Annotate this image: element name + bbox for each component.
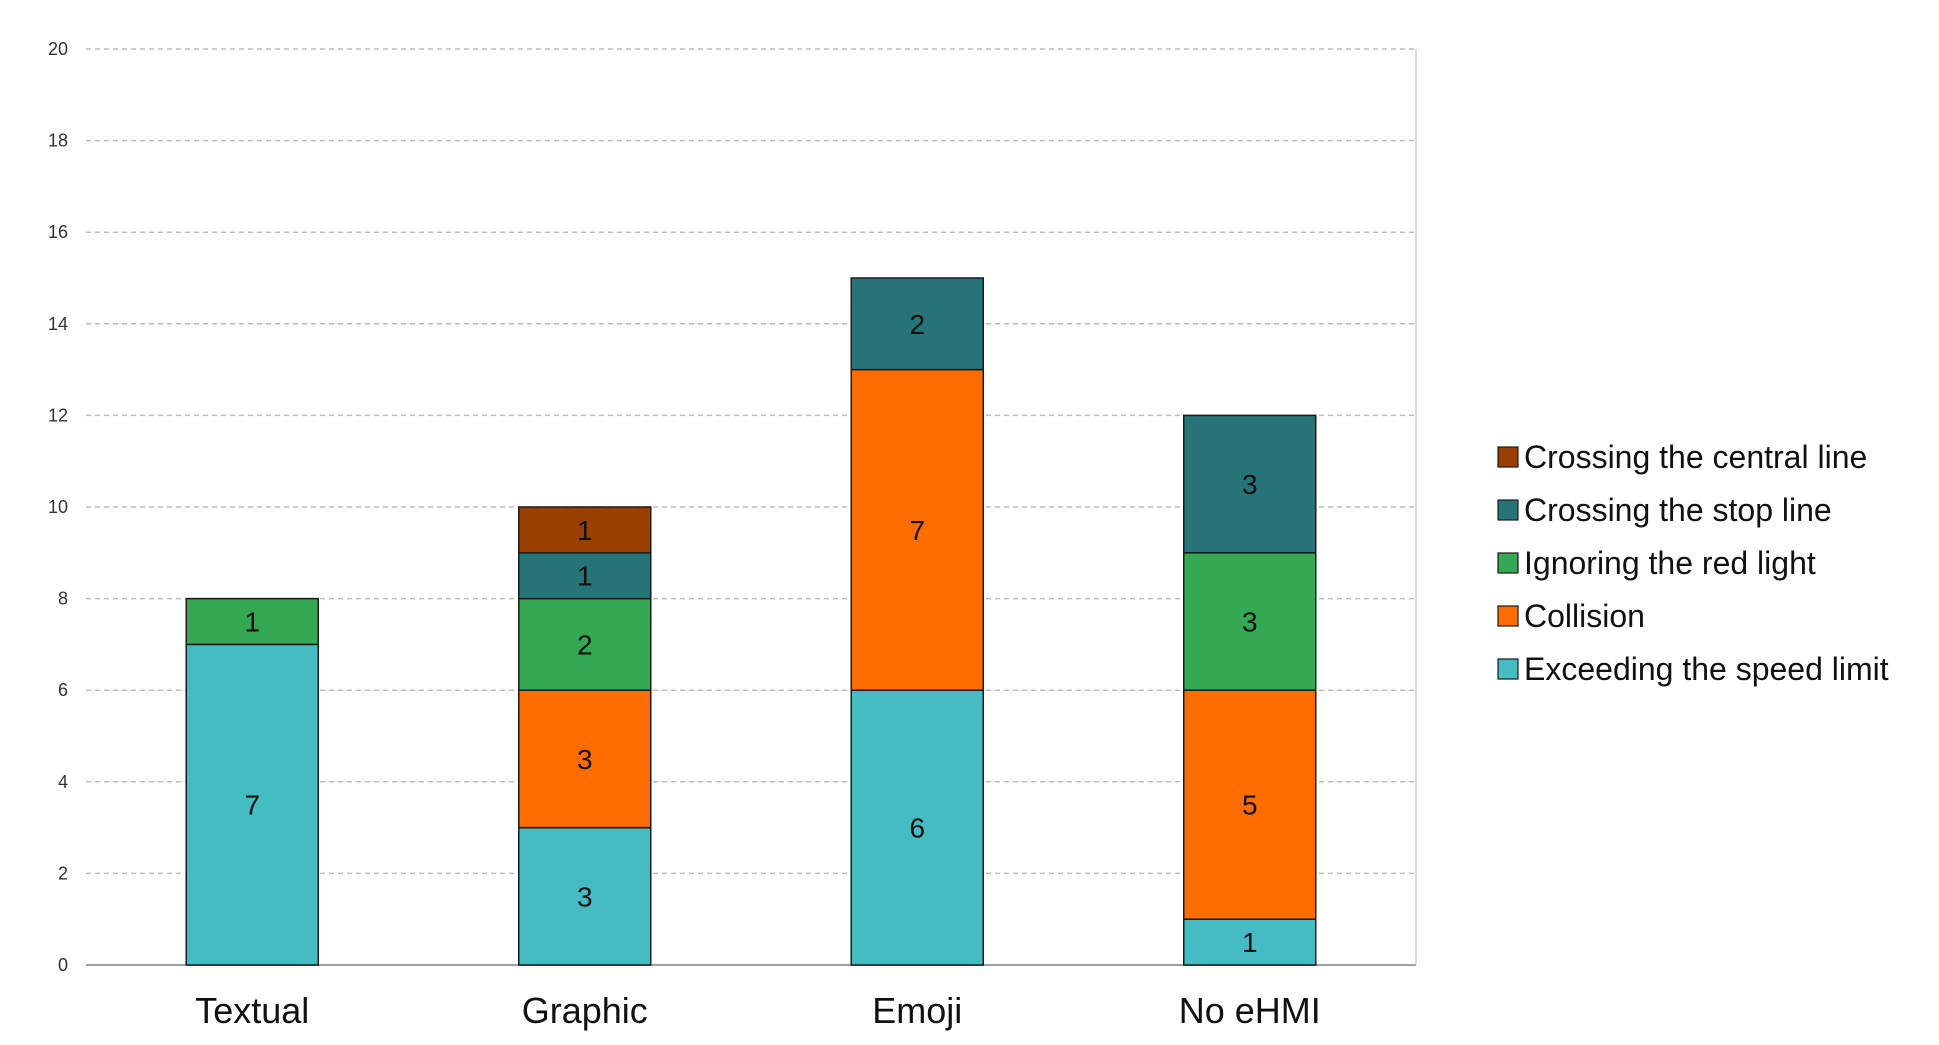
legend-swatch-crossing-the-stop-line (1497, 499, 1519, 521)
bar-segment-no-ehmi-collision (1183, 689, 1317, 920)
bar-textual: 71 (185, 597, 319, 966)
data-label-graphic-crossing-the-stop-line: 1 (577, 561, 593, 592)
data-label-textual-ignoring-the-red-light: 1 (244, 607, 260, 638)
legend-item-ignoring-the-red-light: Ignoring the red light (1497, 545, 1816, 581)
legend-item-collision: Collision (1497, 598, 1645, 634)
y-tick-label-16: 16 (48, 222, 68, 242)
legend-label-ignoring-the-red-light: Ignoring the red light (1524, 545, 1816, 581)
bar-segment-emoji-exceeding-the-speed-limit (850, 689, 984, 966)
data-label-textual-exceeding-the-speed-limit: 7 (244, 790, 260, 821)
legend-label-collision: Collision (1524, 598, 1645, 634)
data-label-graphic-crossing-the-central-line: 1 (577, 515, 593, 546)
y-tick-label-20: 20 (48, 39, 68, 59)
legend-item-exceeding-the-speed-limit: Exceeding the speed limit (1497, 651, 1889, 687)
bar-segment-no-ehmi-ignoring-the-red-light (1183, 552, 1317, 691)
legend: Crossing the central line Crossing the st… (1497, 439, 1889, 687)
data-label-emoji-exceeding-the-speed-limit: 6 (909, 813, 925, 844)
bar-segment-textual-exceeding-the-speed-limit (185, 643, 319, 966)
legend-swatch-crossing-the-central-line (1497, 446, 1519, 468)
legend-item-crossing-the-central-line: Crossing the central line (1497, 439, 1867, 475)
bar-emoji: 6 7 2 (850, 277, 984, 966)
x-tick-label-graphic: Graphic (522, 990, 648, 1031)
data-label-graphic-ignoring-the-red-light: 2 (577, 629, 593, 660)
data-label-no-ehmi-crossing-the-stop-line: 3 (1242, 469, 1258, 500)
x-tick-label-no-ehmi: No eHMI (1179, 990, 1321, 1031)
y-tick-label-10: 10 (48, 497, 68, 517)
y-tick-label-14: 14 (48, 314, 68, 334)
data-label-no-ehmi-exceeding-the-speed-limit: 1 (1242, 927, 1258, 958)
x-tick-label-emoji: Emoji (872, 990, 962, 1031)
data-label-graphic-exceeding-the-speed-limit: 3 (577, 881, 593, 912)
bar-segment-no-ehmi-exceeding-the-speed-limit (1183, 918, 1317, 966)
legend-swatch-exceeding-the-speed-limit (1497, 658, 1519, 680)
y-tick-label-18: 18 (48, 131, 68, 151)
bar-segment-emoji-collision (850, 368, 984, 691)
legend-swatch-collision (1497, 605, 1519, 627)
legend-label-crossing-the-stop-line: Crossing the stop line (1524, 492, 1832, 528)
bar-segment-textual-ignoring-the-red-light (185, 597, 319, 646)
legend-item-crossing-the-stop-line: Crossing the stop line (1497, 492, 1832, 528)
bar-segment-emoji-crossing-the-stop-line (850, 277, 984, 371)
y-tick-label-6: 6 (58, 680, 68, 700)
x-tick-label-textual: Textual (195, 990, 309, 1031)
y-tick-label-8: 8 (58, 589, 68, 609)
bar-segment-graphic-exceeding-the-speed-limit (518, 826, 652, 966)
bar-segment-graphic-collision (518, 689, 652, 829)
legend-label-exceeding-the-speed-limit: Exceeding the speed limit (1524, 651, 1889, 687)
data-label-no-ehmi-collision: 5 (1242, 790, 1258, 821)
y-tick-label-12: 12 (48, 405, 68, 425)
bar-segment-graphic-crossing-the-stop-line (518, 552, 652, 600)
data-label-no-ehmi-ignoring-the-red-light: 3 (1242, 607, 1258, 638)
legend-label-crossing-the-central-line: Crossing the central line (1524, 439, 1867, 475)
bar-segment-no-ehmi-crossing-the-stop-line (1183, 414, 1317, 554)
y-tick-label-0: 0 (58, 955, 68, 975)
y-tick-label-2: 2 (58, 863, 68, 883)
data-label-emoji-crossing-the-stop-line: 2 (909, 309, 925, 340)
data-label-emoji-collision: 7 (909, 515, 925, 546)
legend-swatch-ignoring-the-red-light (1497, 552, 1519, 574)
y-tick-label-4: 4 (58, 772, 68, 792)
bar-segment-graphic-crossing-the-central-line (518, 506, 652, 554)
bar-graphic: 3 3 2 1 1 (518, 506, 652, 966)
data-label-graphic-collision: 3 (577, 744, 593, 775)
bar-segment-graphic-ignoring-the-red-light (518, 597, 652, 691)
